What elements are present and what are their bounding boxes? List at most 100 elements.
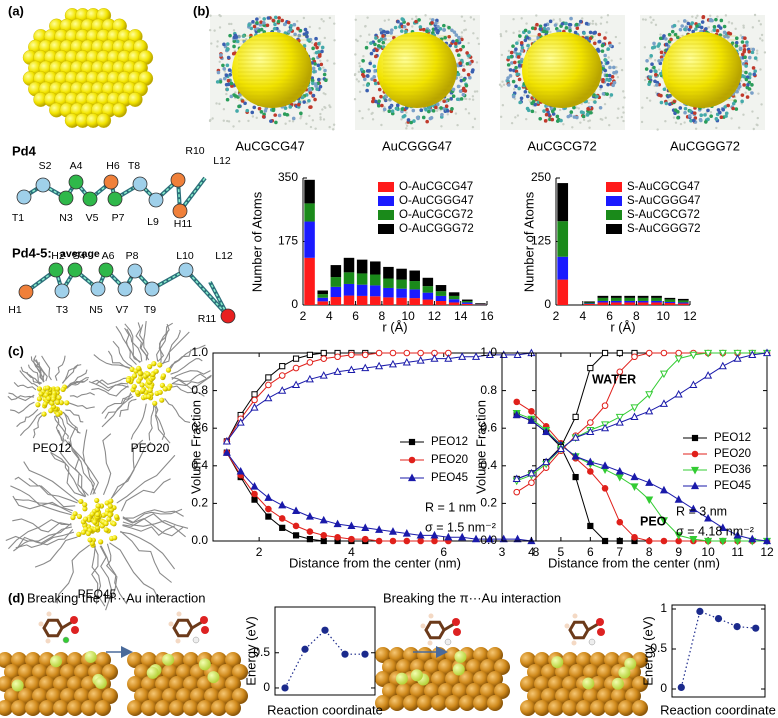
ligand (289, 23, 293, 28)
adatom (395, 672, 408, 685)
water (255, 116, 258, 120)
water (616, 75, 620, 79)
ligand (527, 30, 531, 34)
ligand (448, 43, 453, 48)
ligand (652, 65, 656, 70)
ligand (318, 84, 323, 89)
x-axis-label: r (Å) (382, 319, 407, 334)
ligand (718, 110, 722, 115)
surface-atom (183, 652, 199, 668)
surface-atom (555, 664, 571, 680)
water (211, 117, 214, 120)
np-core (522, 32, 602, 108)
ligand (377, 99, 381, 104)
water (549, 30, 552, 34)
water (587, 101, 590, 105)
bar-segment (597, 297, 609, 301)
y-tick-label: 0 (660, 681, 667, 695)
ligand (453, 41, 458, 46)
marker (748, 350, 757, 358)
ligand (225, 87, 230, 92)
ligand (462, 78, 466, 82)
ligand (648, 75, 652, 79)
marker (292, 355, 300, 362)
legend-label: PEO45 (431, 472, 468, 484)
ligand (655, 83, 659, 87)
bar-segment (422, 292, 434, 300)
water (510, 121, 514, 125)
residue (132, 176, 148, 192)
ligand (456, 72, 461, 77)
water (230, 22, 233, 26)
surface-atom (466, 659, 482, 675)
marker (320, 532, 328, 539)
water (727, 21, 731, 24)
x-axis-label: Distance from the center (nm) (548, 555, 720, 570)
series-line (516, 352, 768, 480)
peo-chain (101, 394, 133, 414)
marker (333, 367, 342, 375)
surface-atom (555, 688, 571, 704)
bar-segment (317, 290, 328, 295)
x-tick-label: 10 (657, 309, 671, 323)
water (358, 65, 362, 68)
water (562, 123, 565, 126)
water (353, 73, 357, 77)
ligand (612, 80, 617, 85)
peo-chain (23, 461, 79, 503)
water (380, 123, 383, 127)
peo-chain (65, 409, 84, 423)
water (617, 107, 620, 110)
water (552, 18, 555, 21)
h-atom (38, 621, 44, 627)
peo-chain (50, 452, 86, 498)
marker (675, 349, 682, 357)
gold-atom (137, 370, 143, 377)
ligand (535, 22, 539, 27)
surface-atom (197, 700, 213, 716)
water (210, 42, 213, 45)
bond (587, 622, 599, 632)
water (233, 49, 237, 53)
bar-segment (610, 300, 622, 303)
marker (513, 488, 521, 496)
h-atom (420, 623, 426, 629)
peo-chain (32, 413, 44, 439)
ligand (225, 42, 230, 46)
marker (718, 349, 727, 358)
surface-atom (148, 688, 164, 704)
ligand (458, 47, 463, 52)
ligand (514, 69, 519, 74)
surface-atom (541, 688, 557, 704)
ligand (659, 50, 664, 55)
ligand (365, 83, 370, 87)
ligand (709, 114, 713, 119)
water (518, 30, 521, 33)
ligand (373, 81, 378, 86)
gold-atom (48, 408, 54, 414)
marker (444, 532, 453, 541)
ligand (435, 30, 440, 35)
ligand (723, 34, 727, 39)
h-atom (175, 638, 181, 644)
gold-atom (106, 516, 112, 522)
water (757, 19, 761, 23)
gold-atom (159, 397, 165, 403)
surface-atom (176, 688, 192, 704)
ligand (606, 82, 610, 87)
marker (431, 537, 438, 545)
peo-chain (126, 328, 143, 362)
water (763, 51, 767, 54)
surface-atom (452, 683, 468, 699)
bar-segment (304, 203, 315, 222)
o-atom (71, 626, 79, 634)
peo-chain (96, 377, 129, 385)
marker (513, 534, 522, 543)
ligand (311, 93, 316, 98)
water (753, 13, 757, 17)
marker (587, 468, 594, 475)
surface-atom (562, 676, 578, 692)
ligand (218, 79, 223, 84)
y-tick-label: 0.8 (191, 383, 208, 397)
ligand (523, 28, 528, 33)
